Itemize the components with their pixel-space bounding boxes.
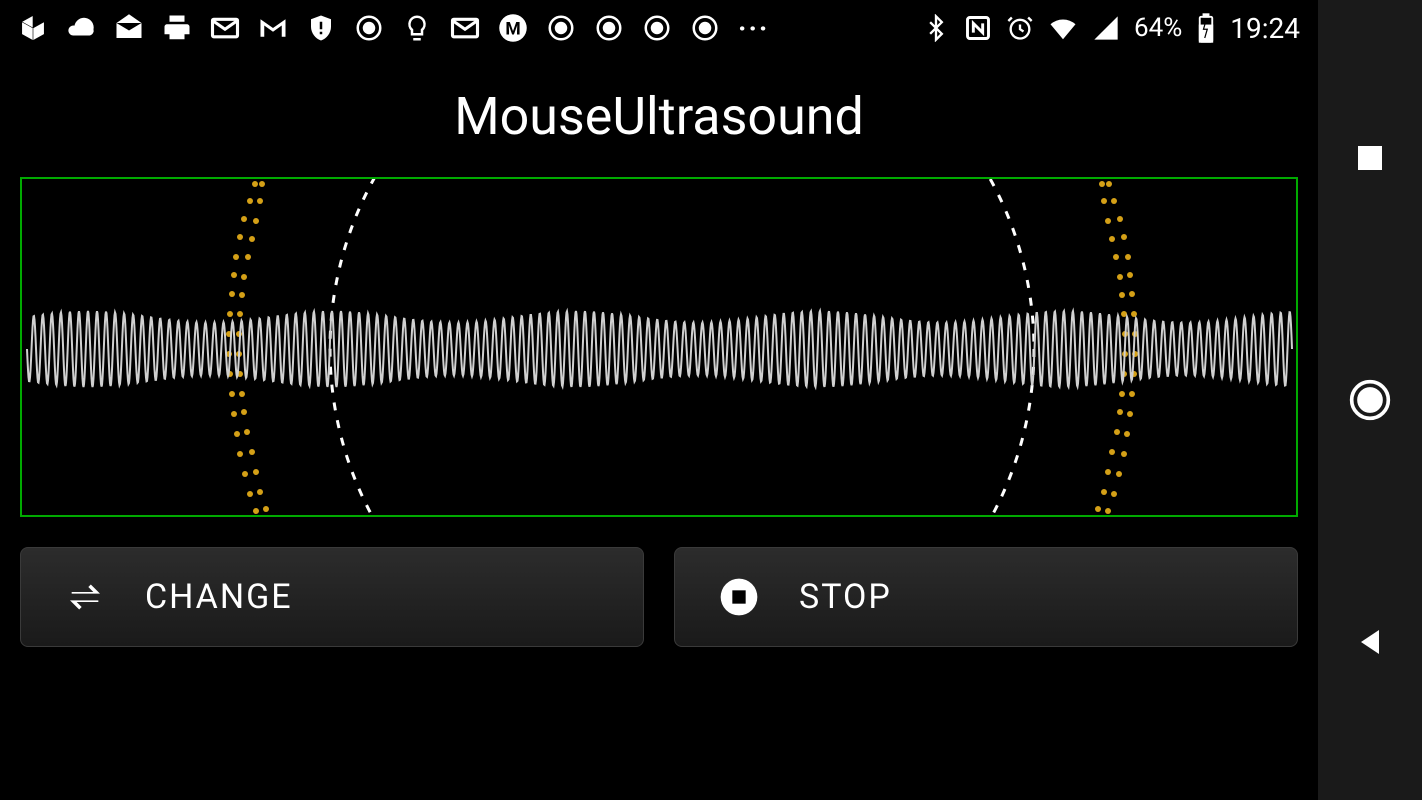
envelope-icon-2 [450,13,480,43]
envelope-icon [210,13,240,43]
swap-icon [65,577,105,617]
wifi-icon [1048,13,1078,43]
cube-icon [18,13,48,43]
signal-icon [1092,14,1120,42]
mail-open-icon [114,13,144,43]
battery-percentage: 64% [1134,13,1182,43]
cloud-icon [66,13,96,43]
app-content: MouseUltrasound [0,56,1318,800]
nav-recent-button[interactable] [1352,140,1388,176]
alarm-icon [1006,14,1034,42]
change-button[interactable]: CHANGE [20,547,644,647]
android-nav-bar [1318,0,1422,800]
gmail-icon [258,13,288,43]
stop-icon [719,577,759,617]
change-button-label: CHANGE [145,577,293,617]
chrome-icon-5 [690,13,720,43]
printer-icon [162,13,192,43]
clock-time: 19:24 [1230,12,1300,45]
main-area: M ··· [0,0,1318,800]
chrome-icon-1 [354,13,384,43]
m-badge-icon: M [498,13,528,43]
button-row: CHANGE STOP [20,547,1298,647]
waveform-visualizer [20,177,1298,517]
status-bar: M ··· [0,0,1318,56]
bulb-icon [402,13,432,43]
status-bar-left: M ··· [18,12,769,45]
battery-charging-icon [1196,13,1216,43]
chrome-icon-2 [546,13,576,43]
nfc-icon [964,14,992,42]
bluetooth-icon [922,14,950,42]
nav-back-button[interactable] [1352,624,1388,660]
stop-button-label: STOP [799,577,892,617]
chrome-icon-4 [642,13,672,43]
stop-button[interactable]: STOP [674,547,1298,647]
svg-text:M: M [505,19,520,39]
shield-alert-icon [306,13,336,43]
status-bar-right: 64% 19:24 [922,12,1300,45]
chrome-icon-3 [594,13,624,43]
app-title: MouseUltrasound [20,86,1298,147]
nav-home-button[interactable] [1348,378,1392,422]
notification-overflow: ··· [738,12,769,45]
